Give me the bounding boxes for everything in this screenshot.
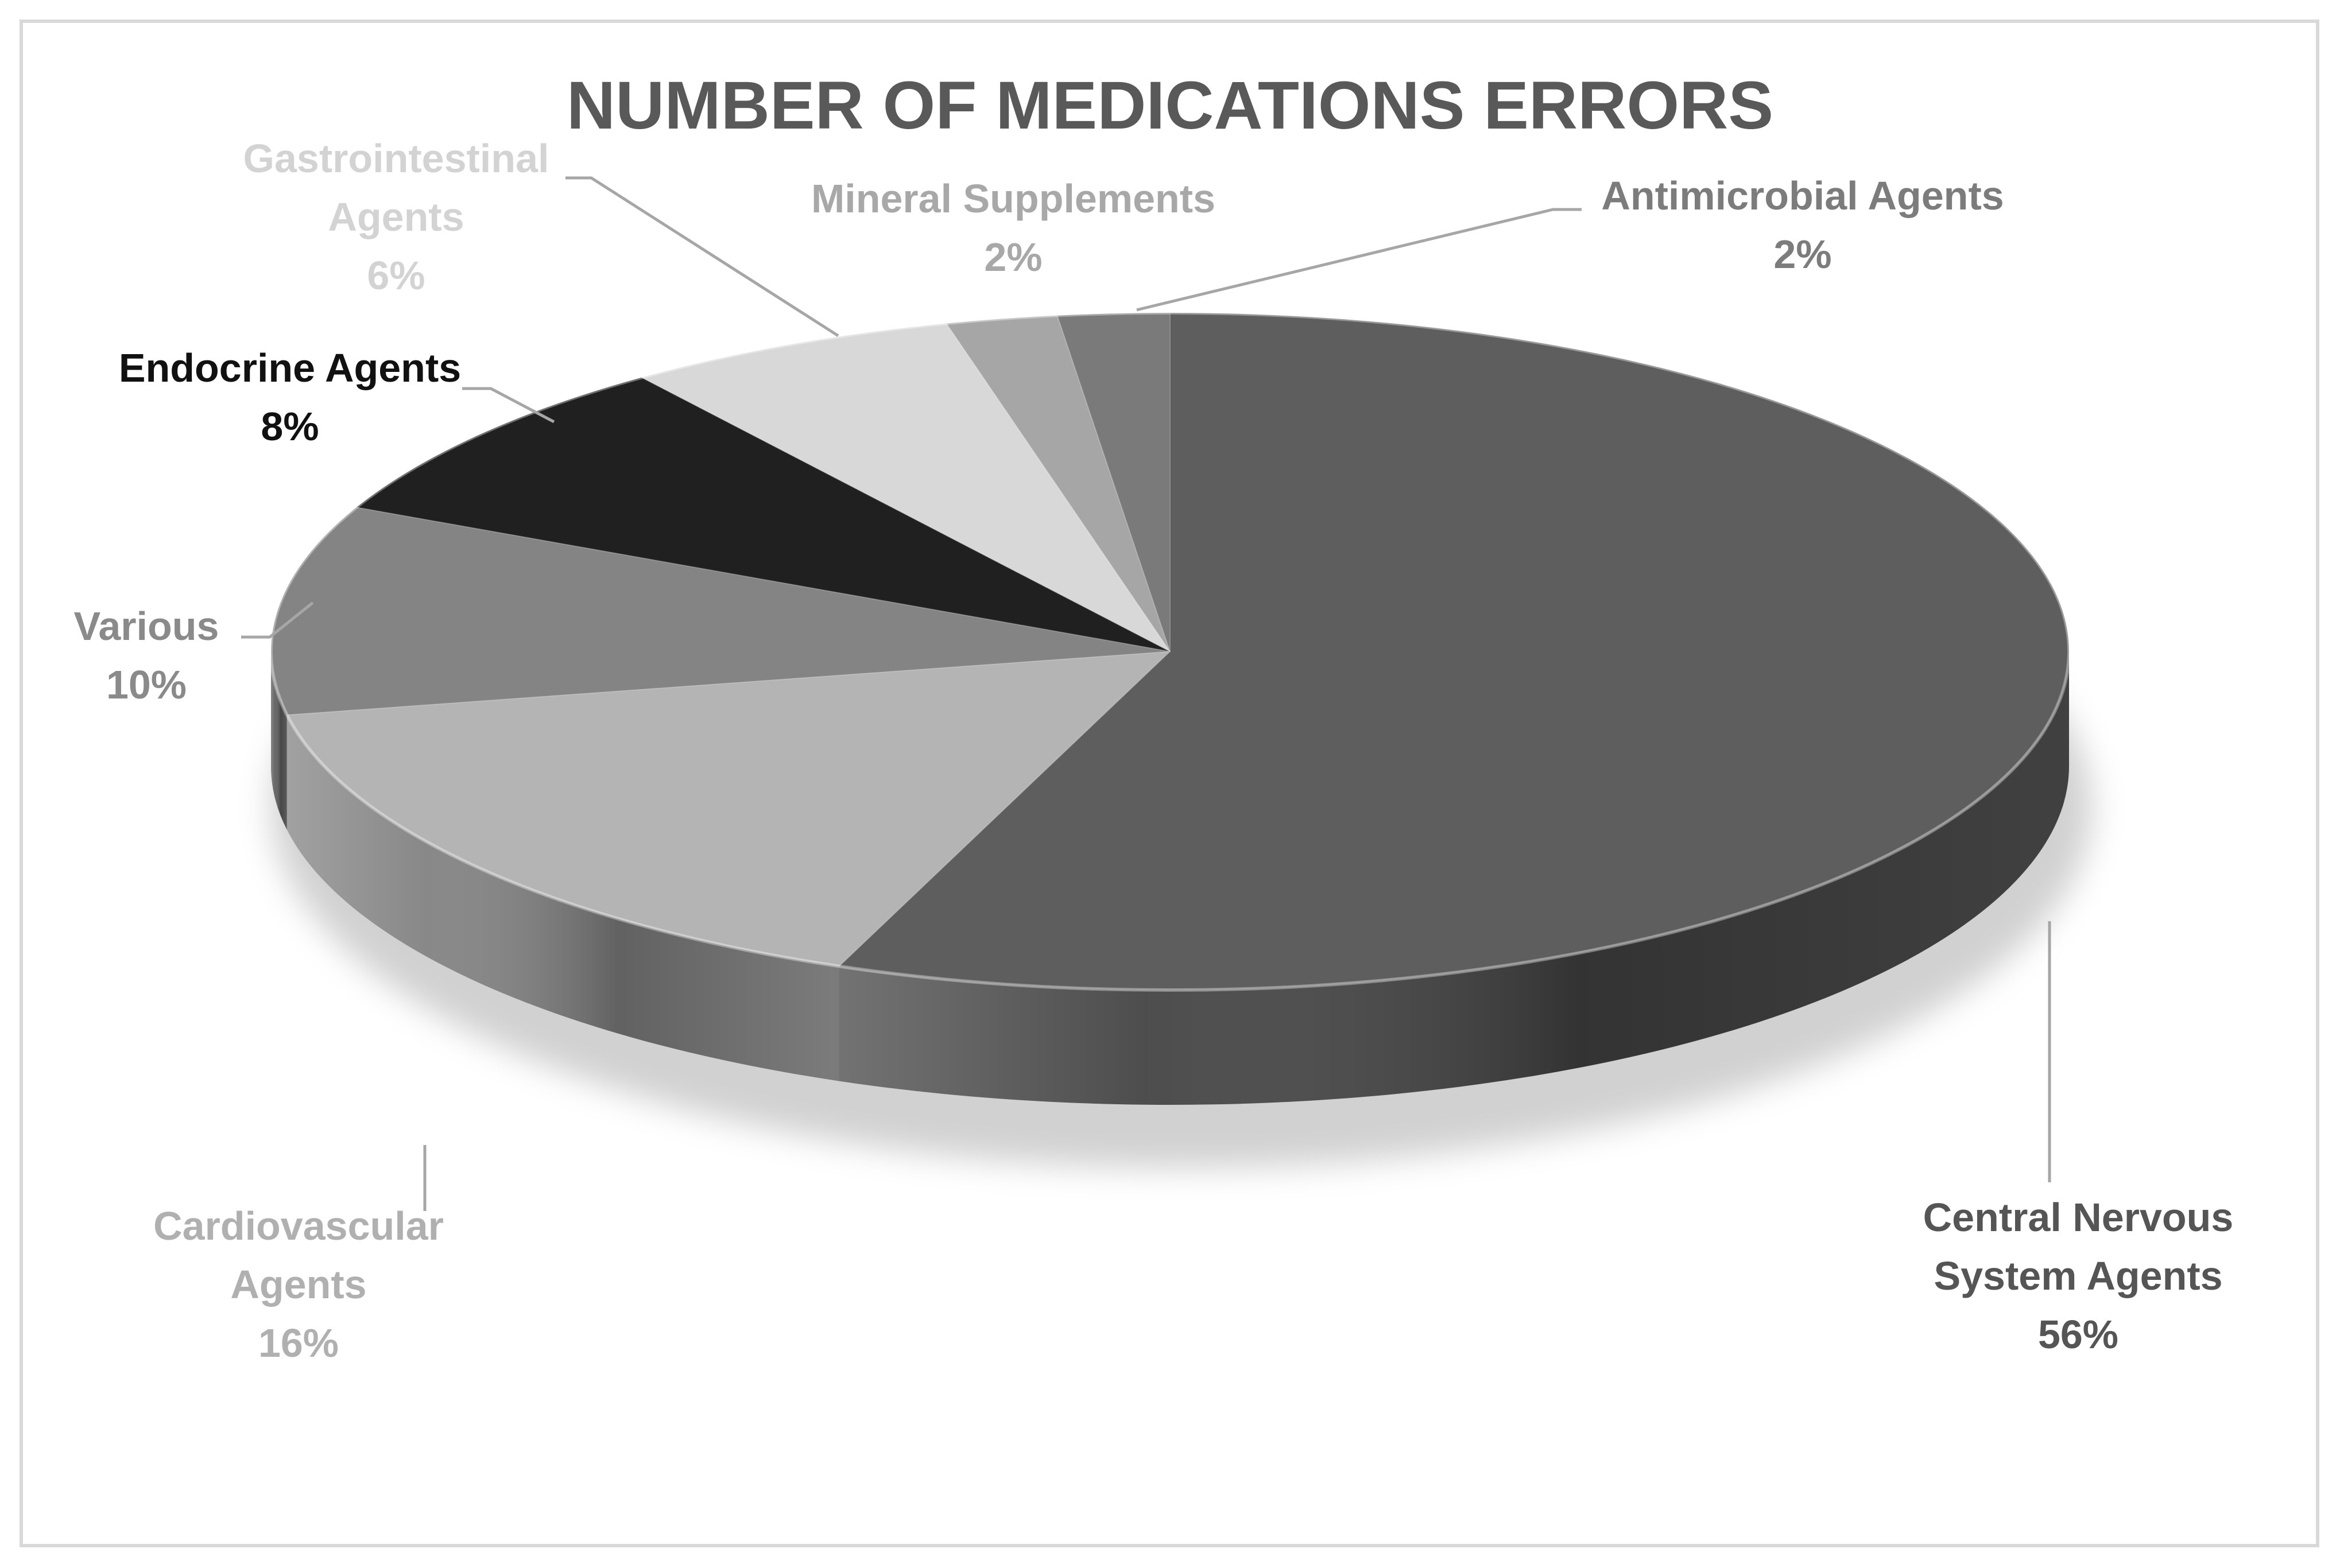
leader-line-2 [241,601,314,639]
slice-label-text: Gastrointestinal [243,136,549,181]
pie-side-walls [271,651,2069,1105]
slice-percent-label: 6% [367,253,425,298]
slice-label-text: Various [74,604,219,649]
pie-rim [269,311,2071,992]
slice-5 [945,315,1171,652]
slice-label-text: System Agents [1934,1253,2222,1298]
slice-label-0: Central Nervous System Agents 56% [1923,1195,2234,1357]
slice-label-text: Agents [328,195,464,239]
slice-labels: Central Nervous System Agents 56% Cardiovas… [74,136,2234,1365]
slice-percent-label: 10% [106,662,187,707]
leader-line-6 [1136,208,1582,312]
slice-percent-label: 16% [258,1321,339,1365]
slice-label-text: Antimicrobial Agents [1601,173,2004,218]
leader-line-3 [462,387,555,424]
slice-percent-label: 2% [984,235,1042,280]
slice-4 [640,323,1171,652]
slice-side-shading-0 [839,651,2069,1105]
slice-percent-label: 2% [1773,232,1831,277]
slice-2 [270,506,1171,716]
slice-label-2: Various 10% [74,604,219,707]
slice-label-text: Cardiovascular [153,1204,444,1248]
slice-side-shading-2 [271,651,287,830]
slice-label-text: Central Nervous [1923,1195,2234,1240]
slice-percent-label: 8% [261,404,319,449]
slice-percent-label: 56% [2038,1312,2118,1357]
slice-label-6: Antimicrobial Agents 2% [1601,173,2004,277]
slice-side-shading-1 [286,715,839,1081]
slice-label-text: Mineral Supplements [811,176,1215,221]
slice-label-4: Gastrointestinal Agents 6% [243,136,549,298]
slice-1 [286,650,1172,967]
slice-label-text: Agents [230,1262,366,1307]
slice-0 [838,312,2070,991]
slice-label-5: Mineral Supplements 2% [811,176,1215,280]
pie-top-faces [269,311,2071,992]
chart-title: NUMBER OF MEDICATIONS ERRORS [567,68,1773,143]
slice-6 [1056,312,1171,652]
slice-label-1: Cardiovascular Agents 16% [153,1204,444,1365]
leader-lines [241,176,2051,1211]
slice-label-3: Endocrine Agents 8% [119,346,461,449]
slice-3 [355,377,1171,652]
leader-line-4 [565,176,839,337]
slice-label-text: Endocrine Agents [119,346,461,390]
